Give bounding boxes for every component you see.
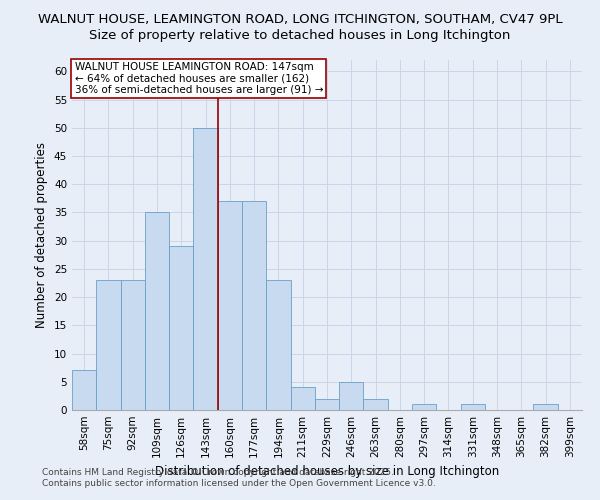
Bar bbox=[121, 280, 145, 410]
X-axis label: Distribution of detached houses by size in Long Itchington: Distribution of detached houses by size … bbox=[155, 466, 499, 478]
Text: Size of property relative to detached houses in Long Itchington: Size of property relative to detached ho… bbox=[89, 29, 511, 42]
Bar bbox=[339, 382, 364, 410]
Bar bbox=[364, 398, 388, 410]
Text: Contains HM Land Registry data © Crown copyright and database right 2025.
Contai: Contains HM Land Registry data © Crown c… bbox=[42, 468, 436, 487]
Bar bbox=[145, 212, 169, 410]
Bar bbox=[96, 280, 121, 410]
Bar bbox=[218, 201, 242, 410]
Bar bbox=[412, 404, 436, 410]
Bar bbox=[266, 280, 290, 410]
Bar bbox=[533, 404, 558, 410]
Bar bbox=[461, 404, 485, 410]
Bar bbox=[242, 201, 266, 410]
Text: WALNUT HOUSE, LEAMINGTON ROAD, LONG ITCHINGTON, SOUTHAM, CV47 9PL: WALNUT HOUSE, LEAMINGTON ROAD, LONG ITCH… bbox=[38, 12, 562, 26]
Bar bbox=[315, 398, 339, 410]
Bar bbox=[290, 388, 315, 410]
Y-axis label: Number of detached properties: Number of detached properties bbox=[35, 142, 49, 328]
Text: WALNUT HOUSE LEAMINGTON ROAD: 147sqm
← 64% of detached houses are smaller (162)
: WALNUT HOUSE LEAMINGTON ROAD: 147sqm ← 6… bbox=[74, 62, 323, 95]
Bar bbox=[169, 246, 193, 410]
Bar bbox=[72, 370, 96, 410]
Bar bbox=[193, 128, 218, 410]
